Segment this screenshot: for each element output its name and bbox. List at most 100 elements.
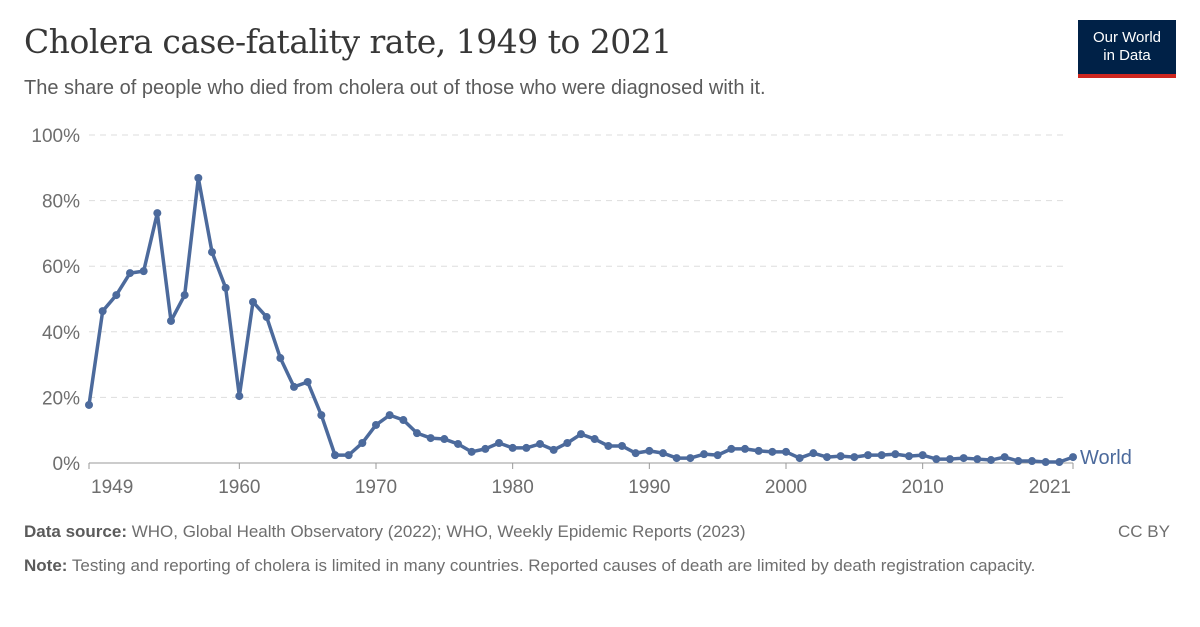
y-tick-label: 0% [53, 454, 81, 475]
data-point [426, 434, 435, 443]
data-point [1028, 457, 1036, 466]
data-source: Data source: WHO, Global Health Observat… [24, 520, 746, 544]
x-tick-label: 1949 [91, 477, 133, 498]
data-point [331, 451, 339, 460]
data-point [317, 411, 326, 420]
data-point [946, 455, 954, 464]
data-point [782, 447, 790, 456]
data-point [495, 438, 503, 447]
data-point [1000, 453, 1009, 462]
x-tick-label: 1980 [492, 477, 534, 498]
data-point [686, 454, 695, 463]
data-point [440, 435, 449, 444]
data-point [208, 248, 216, 257]
x-tick-label: 2021 [1029, 477, 1071, 498]
x-tick-label: 2010 [902, 477, 944, 498]
data-point [891, 450, 900, 459]
data-point [713, 451, 722, 460]
owid-logo[interactable]: Our World in Data [1078, 20, 1176, 78]
x-tick-label: 2000 [765, 477, 807, 498]
y-tick-label: 80% [42, 192, 80, 213]
data-point [1055, 458, 1064, 467]
data-point [249, 297, 257, 306]
y-tick-label: 100% [31, 126, 80, 147]
x-tick-label: 1990 [628, 477, 670, 498]
x-tick-label: 1970 [355, 477, 397, 498]
chart-subtitle: The share of people who died from choler… [24, 77, 766, 99]
data-point [768, 447, 777, 456]
data-point [618, 441, 626, 450]
series-line-world [87, 176, 1074, 464]
note-label: Note: [24, 556, 68, 575]
y-tick-label: 60% [42, 257, 80, 278]
data-point [645, 446, 654, 455]
data-point [850, 453, 859, 462]
data-point [276, 354, 285, 363]
data-point [153, 209, 162, 218]
data-point [235, 392, 244, 401]
data-point [836, 452, 845, 461]
data-point [522, 443, 531, 452]
data-point [290, 382, 298, 391]
data-point [358, 438, 367, 447]
data-point [577, 430, 585, 439]
data-point [167, 316, 175, 325]
data-point [877, 451, 886, 460]
data-point [795, 454, 804, 463]
data-point [549, 445, 558, 454]
data-point [918, 451, 927, 460]
data-point [194, 173, 203, 182]
data-point [303, 377, 312, 386]
logo-line-1: Our World [1092, 29, 1162, 46]
data-point [508, 443, 517, 452]
data-point [973, 455, 982, 464]
x-tick-label: 1960 [218, 477, 260, 498]
data-point [590, 435, 599, 444]
source-label: Data source: [24, 522, 127, 541]
data-point [454, 439, 462, 448]
data-point [631, 449, 640, 458]
note: Note: Testing and reporting of cholera i… [24, 554, 1084, 578]
data-point [864, 451, 872, 460]
note-text: Testing and reporting of cholera is limi… [71, 556, 1036, 575]
data-point [262, 313, 271, 322]
data-point [180, 291, 189, 300]
data-point [1014, 457, 1023, 466]
data-point [536, 439, 544, 448]
data-point [112, 291, 121, 300]
data-point [754, 446, 763, 455]
data-point [659, 449, 667, 458]
data-point [385, 411, 394, 420]
license[interactable]: CC BY [1118, 522, 1170, 541]
data-point [372, 420, 380, 429]
data-point [987, 456, 995, 465]
source-text[interactable]: WHO, Global Health Observatory (2022); W… [131, 522, 746, 541]
data-point [481, 444, 490, 453]
data-point [959, 454, 968, 463]
data-point [1069, 453, 1077, 462]
data-point [700, 450, 708, 459]
data-point [467, 447, 476, 456]
data-point [563, 438, 572, 447]
y-tick-label: 20% [42, 388, 80, 409]
chart-title: Cholera case-fatality rate, 1949 to 2021 [24, 22, 672, 61]
data-point [823, 453, 831, 462]
data-point [727, 444, 736, 453]
data-point [1041, 458, 1050, 467]
data-point [905, 452, 913, 461]
data-point [98, 307, 107, 316]
logo-line-2: in Data [1103, 47, 1151, 64]
series-label: World [1080, 447, 1132, 469]
data-point [221, 283, 230, 292]
data-point [413, 429, 421, 438]
data-point [672, 454, 681, 463]
data-point [126, 269, 134, 278]
data-point [399, 416, 408, 425]
data-point [139, 267, 148, 276]
data-point [85, 400, 93, 409]
data-point [344, 451, 353, 460]
y-tick-label: 40% [42, 323, 80, 344]
data-point [741, 444, 749, 453]
